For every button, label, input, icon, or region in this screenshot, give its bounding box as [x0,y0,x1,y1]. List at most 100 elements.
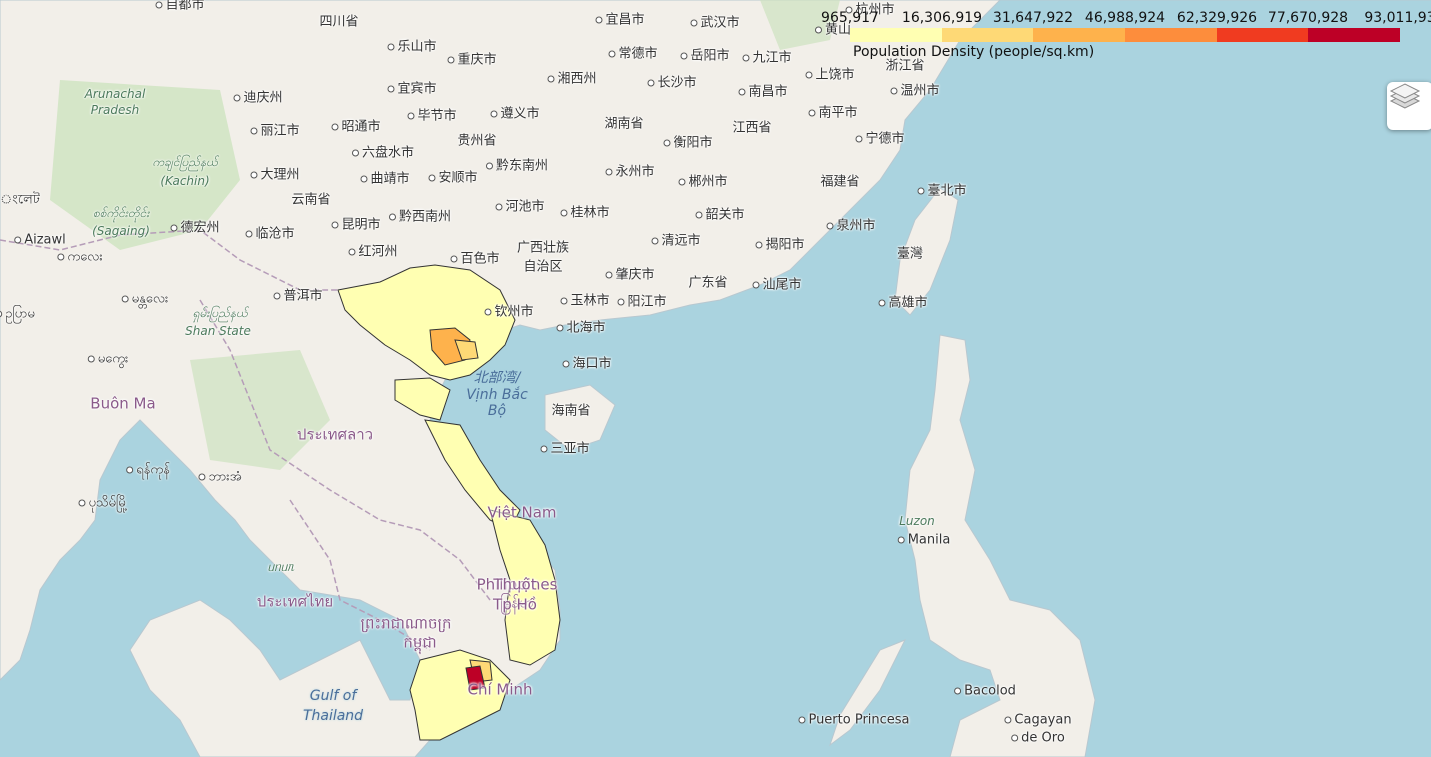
region-label: Luzon [899,514,935,528]
legend-tick: 62,329,926 [1176,10,1258,26]
country-label: မြန်မာ [500,593,534,612]
city-label: 普洱市 [273,290,322,303]
region-label: စစ်ကိုင်းတိုင်း [92,206,150,220]
water-label: Thailand [302,708,364,724]
city-label: 肇庆市 [605,269,654,282]
land-hainan [544,384,616,451]
province-label: 湖南省 [604,116,644,132]
legend-swatch [850,28,942,42]
country-label: Thuột [493,575,537,594]
city-label: 玉林市 [560,295,609,308]
city-label: 重庆市 [447,54,496,67]
land-philippines [904,334,1096,757]
land-palawan [829,639,907,747]
city-label: 温州市 [890,85,939,98]
land-taiwan [894,187,959,316]
city-label: 自都市 [155,0,204,12]
forest-area [50,80,240,250]
city-label: 遵义市 [490,108,539,121]
legend: 965,917 16,306,919 31,647,922 46,988,924… [820,8,1431,60]
city-label: 郴州市 [678,176,727,189]
region-label: Shan State [185,324,251,338]
city-label: 清远市 [651,235,700,248]
legend-swatch [941,28,1034,42]
city-label: de Oro [1011,732,1065,745]
water-label: Bộ [487,403,507,419]
city-label: 三亚市 [540,443,589,456]
legend-caption: Population Density (people/sq.km) [853,44,1095,60]
province-label: 贵州省 [457,133,497,149]
region-label: (Kachin) [160,174,210,188]
region-label: ᥙᥒᥙᥰ [267,560,295,574]
city-label: 黔西南州 [389,211,451,224]
city-label: Bacolod [954,685,1016,698]
region-label: ရှမ်းပြည်နယ် [192,306,248,320]
city-label: 临沧市 [245,228,294,241]
city-label: 河池市 [495,201,544,214]
city-label: 宜宾市 [387,83,436,96]
legend-tick: 93,011,93 [1364,10,1431,26]
city-label: 百色市 [450,253,499,266]
country-label: ประเทศไทย [256,592,334,611]
city-label: 大理州 [250,169,299,182]
city-label: 黔东南州 [486,160,548,173]
country-label: Việt Nam [487,503,557,522]
province-label: 广东省 [688,275,728,291]
province-label: 四川省 [319,14,359,30]
city-label: 汕尾市 [752,279,801,292]
legend-swatch [1033,28,1126,42]
city-label: 桂林市 [560,207,609,220]
province-label: 云南省 [291,192,331,208]
city-label: 乐山市 [387,41,436,54]
water-label: Vịnh Bắc [466,387,528,403]
city-label: 韶关市 [695,209,744,222]
city-label: 昆明市 [331,219,380,232]
city-label: 宜昌市 [595,14,644,27]
province-label: 广西壮族 [516,240,570,256]
city-label: မကွေး [88,353,129,366]
city-label: 杭州市 [845,4,894,17]
city-label: 高雄市 [878,297,927,310]
province-label: 自治区 [523,259,563,275]
city-label: 武汉市 [690,17,739,30]
city-label: 红河州 [348,246,397,259]
water-label: 北部湾/ [473,370,521,386]
region-label: ကချင်ပြည်နယ် [152,155,218,169]
layers-control-button[interactable] [1387,82,1431,130]
city-label: 阳江市 [617,296,666,309]
city-label: ဥပြာမ [0,308,35,321]
vietnam-dense-provinces [429,327,493,691]
province-label: 海南省 [551,403,591,419]
city-label: 曲靖市 [360,173,409,186]
country-label: ประเทศลาว [296,425,374,444]
city-label: Aizawl [14,234,66,247]
legend-tick: 31,647,922 [992,10,1074,26]
city-label: 揭阳市 [755,239,804,252]
city-label: 海口市 [562,358,611,371]
layers-icon [1389,83,1421,109]
city-label: 迪庆州 [233,92,282,105]
city-label: Puerto Princesa [798,714,909,727]
legend-tick: 46,988,924 [1084,10,1166,26]
city-label: ရန်ကုန် [126,464,170,477]
country-label: Philippines [476,575,558,594]
city-label: 安顺市 [428,172,477,185]
city-label: 黄山 [815,24,851,37]
city-label: ဘားအံ [198,471,241,484]
city-label: 臺北市 [917,185,966,198]
city-label: 南昌市 [738,86,787,99]
city-label: 昭通市 [331,121,380,134]
city-label: 南平市 [808,107,857,120]
city-label: 泉州市 [826,220,875,233]
country-label: Tp Hồ [493,595,537,614]
city-label: 毕节市 [407,110,456,123]
city-label: 宁德市 [855,133,904,146]
city-label: 德宏州 [170,222,219,235]
country-label: កម្ពុជា [403,633,437,652]
city-label: မန္တလေး [122,293,169,306]
region-label: Arunachal [84,87,146,101]
city-label: 九江市 [742,52,791,65]
legend-ticks: 965,917 16,306,919 31,647,922 46,988,924… [820,10,1431,26]
